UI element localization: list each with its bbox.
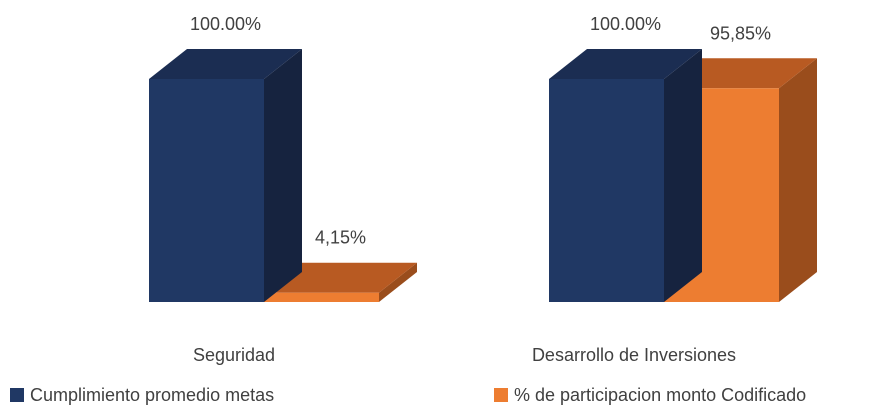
data-label-seguridad-series-1: 4,15% <box>315 228 366 248</box>
legend-label-cumplimiento: Cumplimiento promedio metas <box>30 385 274 405</box>
bar-top <box>549 49 702 79</box>
bar-side <box>664 49 702 302</box>
value-labels-group: 4,15% 100.00% 95,85% 100.00% <box>190 14 771 248</box>
bar-front <box>264 292 379 302</box>
data-label-desarrollo-de-inversiones-series-1: 95,85% <box>710 23 771 43</box>
bar-top <box>264 262 417 293</box>
category-labels-group: Seguridad Desarrollo de Inversiones <box>193 345 736 365</box>
bar-side <box>264 49 302 302</box>
bar-side <box>779 58 817 302</box>
bar-side <box>379 262 417 302</box>
bar-front <box>549 79 664 302</box>
category-label-seguridad: Seguridad <box>193 345 275 365</box>
legend-swatch-cumplimiento <box>10 388 24 402</box>
bar-top <box>664 58 817 89</box>
bars-group <box>149 49 817 302</box>
bar-seguridad-series-0 <box>149 49 302 302</box>
category-label-desarrollo-de-inversiones: Desarrollo de Inversiones <box>532 345 736 365</box>
legend-label-participacion: % de participacion monto Codificado <box>514 385 806 405</box>
bar-front <box>149 79 264 302</box>
bar-desarrollo-de-inversiones-series-0 <box>549 49 702 302</box>
data-label-seguridad-series-0: 100.00% <box>190 14 261 34</box>
data-label-desarrollo-de-inversiones-series-0: 100.00% <box>590 14 661 34</box>
bar-seguridad-series-1 <box>264 262 417 302</box>
bar-top <box>149 49 302 79</box>
legend: Cumplimiento promedio metas % de partici… <box>10 385 806 405</box>
legend-swatch-participacion <box>494 388 508 402</box>
